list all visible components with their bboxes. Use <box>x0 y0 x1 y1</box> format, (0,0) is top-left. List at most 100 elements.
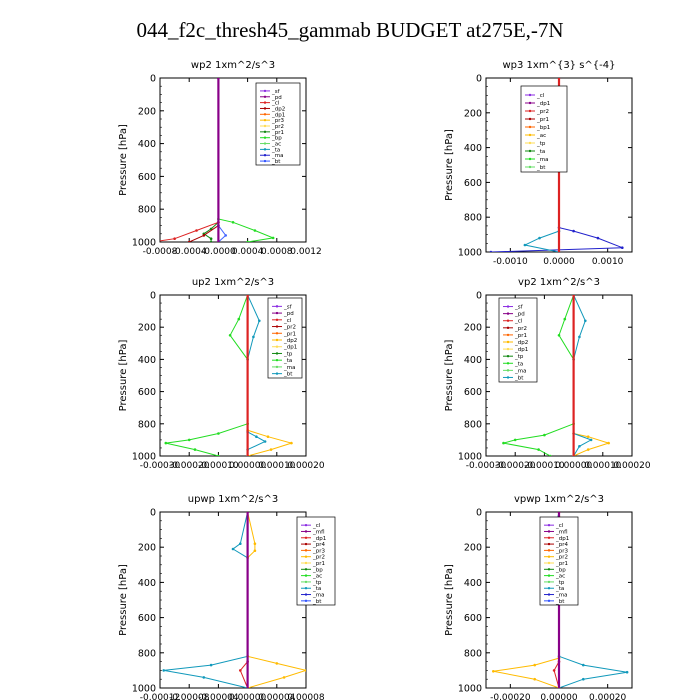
legend-marker <box>528 157 532 161</box>
x-tick-label: 0.00020 <box>589 693 626 700</box>
legend-marker <box>506 362 510 365</box>
x-tick-label: -0.0010 <box>493 257 528 267</box>
legend-marker <box>547 561 551 565</box>
y-tick-label: 400 <box>464 143 482 154</box>
y-tick-label: 600 <box>138 387 156 398</box>
legend-entry: _pr2 <box>312 555 325 561</box>
data-point <box>557 686 561 688</box>
legend-entry: _bt <box>312 599 322 605</box>
chart-title: up2 1xm^2/s^3 <box>192 277 274 288</box>
legend-entry: _dp2 <box>283 338 297 344</box>
legend-marker <box>506 319 510 322</box>
y-tick-label: 400 <box>138 578 156 589</box>
data-point <box>164 441 168 445</box>
legend-marker <box>547 549 551 552</box>
y-tick-label: 0 <box>476 508 482 519</box>
legend-box <box>267 297 303 379</box>
y-tick-label: 200 <box>138 323 156 334</box>
chart-title: vp2 1xm^2/s^3 <box>518 277 600 288</box>
data-point <box>195 229 198 232</box>
data-point <box>533 663 536 667</box>
legend-entry: _ta <box>312 586 321 592</box>
chart-panel-6: vpwp 1xm^2/s^3 Pressure [hPa] 0 200 400 600 80… <box>444 494 633 700</box>
legend-entry: _pr1 <box>536 117 549 123</box>
x-tick-label: -0.00012 <box>140 693 180 700</box>
legend-entry: _dp1 <box>514 347 528 353</box>
legend-entry: _pr2 <box>555 555 568 561</box>
data-point <box>255 435 258 439</box>
legend-entry: _ma <box>312 593 324 599</box>
x-tick-label: 0.00000 <box>229 461 266 471</box>
x-tick-label: -0.00008 <box>169 693 210 700</box>
legend-entry: _tp <box>536 141 546 147</box>
legend-entry: _cl <box>312 523 321 529</box>
x-tick-label: 0.00008 <box>287 693 324 700</box>
series-line-pr2 <box>573 295 611 456</box>
data-point <box>266 435 270 439</box>
legend-entry: _pr2 <box>536 109 549 115</box>
legend-entry: _pr1 <box>514 333 527 339</box>
legend-marker <box>506 354 510 358</box>
legend-entry: _pr4 <box>555 542 569 548</box>
data-point <box>231 221 235 224</box>
legend-entry: _mfl <box>555 529 568 535</box>
series-line-tp <box>573 295 593 456</box>
data-point <box>578 445 581 448</box>
data-point <box>290 441 293 445</box>
data-point <box>563 317 567 321</box>
legend-entry: _ac <box>312 574 322 580</box>
data-point <box>582 663 585 667</box>
legend-marker <box>263 89 267 93</box>
chart-panel-1: wp2 1xm^2/s^3 Pressure [hPa] 0 200 400 600 800… <box>118 60 322 257</box>
data-point <box>557 512 561 514</box>
chart-title: upwp 1xm^2/s^3 <box>188 494 278 505</box>
data-point <box>607 441 610 445</box>
data-point <box>572 454 575 456</box>
legend-marker <box>547 580 551 584</box>
data-point <box>217 432 220 435</box>
series-line-pr1 <box>165 295 249 456</box>
y-tick-label: 400 <box>138 139 156 150</box>
data-point <box>557 78 561 80</box>
data-point <box>269 448 273 451</box>
legend-marker <box>528 125 532 129</box>
legend-entry: _bp1 <box>536 125 550 131</box>
legend-marker <box>263 95 267 98</box>
y-tick-label: 600 <box>464 178 482 189</box>
y-tick-label: 800 <box>138 205 156 216</box>
legend-marker <box>263 107 267 110</box>
data-point <box>209 237 213 240</box>
legend-entry: _tp <box>312 580 322 586</box>
series-line-dp1 <box>160 78 219 242</box>
legend-box <box>296 516 336 606</box>
y-axis-label: Pressure [hPa] <box>118 124 129 196</box>
chart-title: vpwp 1xm^2/s^3 <box>514 494 604 505</box>
legend-marker <box>506 305 510 308</box>
data-point <box>523 243 527 247</box>
legend-marker <box>547 542 551 546</box>
legend-marker <box>275 352 279 355</box>
data-point <box>502 441 505 445</box>
data-point <box>187 240 191 242</box>
x-tick-label: -0.00010 <box>198 461 239 471</box>
y-tick-label: 800 <box>138 648 156 659</box>
y-tick-label: 1000 <box>132 452 156 463</box>
data-point <box>304 669 306 672</box>
legend-marker <box>304 580 308 584</box>
y-tick-label: 0 <box>476 74 482 85</box>
legend-entry: _tp <box>555 580 565 586</box>
legend-entry: _pr1 <box>283 331 296 337</box>
legend-entry: _ta <box>514 361 523 367</box>
x-tick-label: -0.00010 <box>524 461 565 471</box>
x-tick-label: 0.00010 <box>584 461 621 471</box>
y-axis-label: Pressure [hPa] <box>118 340 129 412</box>
legend-entry: _dp1 <box>312 536 326 542</box>
y-tick-label: 200 <box>138 543 156 554</box>
legend-marker <box>547 530 551 533</box>
x-tick-label: 0.00020 <box>613 461 650 471</box>
x-tick-label: -0.00030 <box>140 461 181 471</box>
legend-entry: _sf <box>271 89 281 95</box>
legend-marker <box>528 117 532 121</box>
legend-entry: _bp <box>555 567 566 573</box>
legend-marker <box>304 599 308 603</box>
